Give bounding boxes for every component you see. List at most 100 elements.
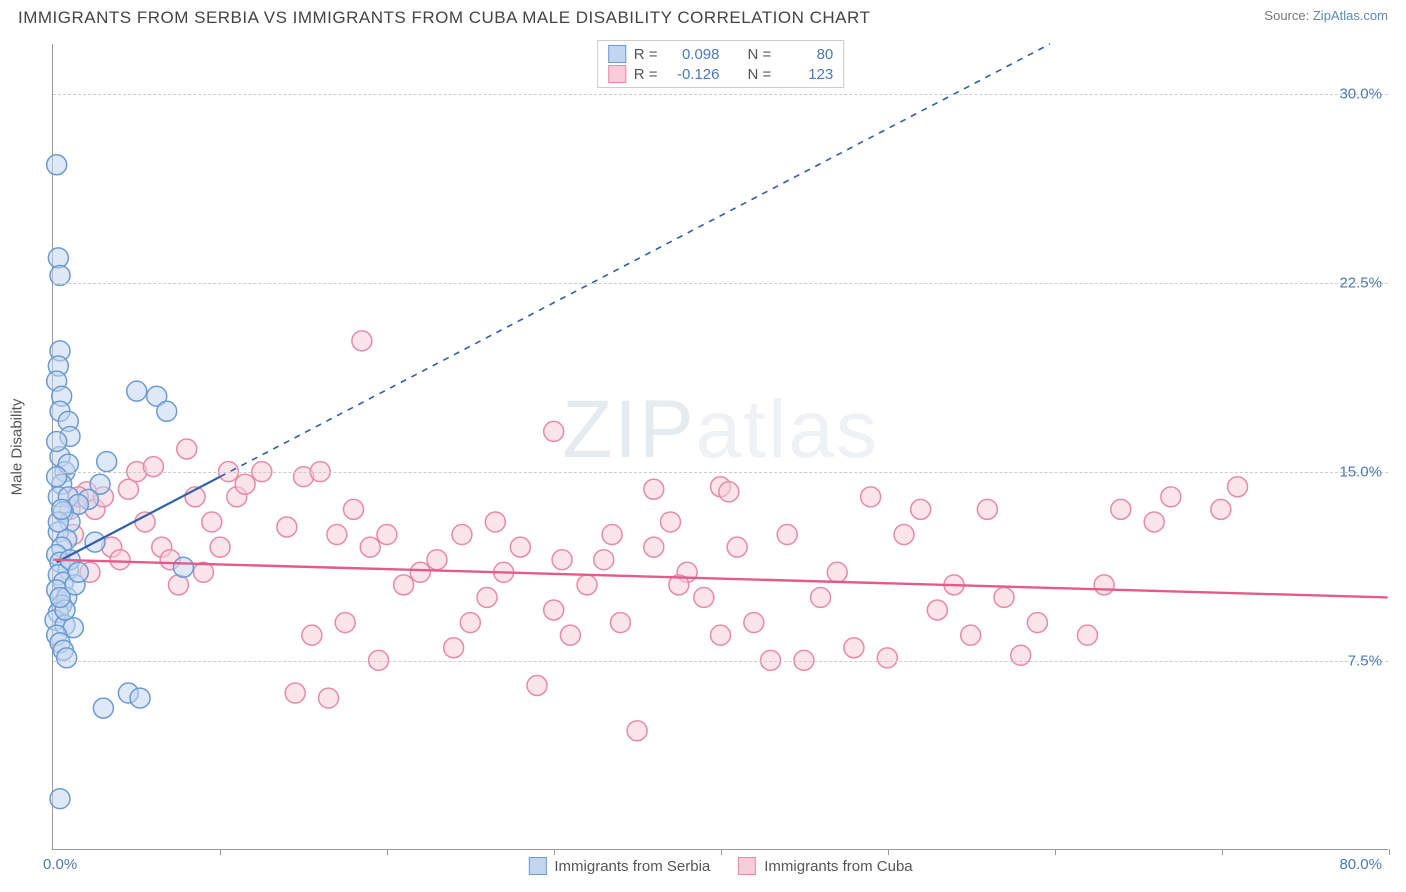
source-label: Source: bbox=[1264, 8, 1309, 23]
scatter-point-cuba bbox=[844, 638, 864, 658]
gridline bbox=[53, 661, 1388, 662]
scatter-point-cuba bbox=[477, 587, 497, 607]
legend-label-cuba: Immigrants from Cuba bbox=[764, 858, 912, 875]
scatter-point-cuba bbox=[1144, 512, 1164, 532]
stats-row-cuba: R = -0.126 N = 123 bbox=[608, 64, 834, 84]
x-origin-label: 0.0% bbox=[43, 856, 77, 873]
scatter-point-serbia bbox=[50, 587, 70, 607]
source-link[interactable]: ZipAtlas.com bbox=[1313, 8, 1388, 23]
scatter-point-cuba bbox=[460, 613, 480, 633]
swatch-serbia bbox=[528, 857, 546, 875]
legend-item-serbia: Immigrants from Serbia bbox=[528, 857, 710, 875]
scatter-point-cuba bbox=[744, 613, 764, 633]
stats-legend-box: R = 0.098 N = 80 R = -0.126 N = 123 bbox=[597, 40, 845, 88]
scatter-point-serbia bbox=[47, 155, 67, 175]
r-value-serbia: 0.098 bbox=[666, 46, 720, 63]
scatter-point-cuba bbox=[877, 648, 897, 668]
scatter-point-cuba bbox=[577, 575, 597, 595]
swatch-cuba bbox=[738, 857, 756, 875]
scatter-point-serbia bbox=[48, 248, 68, 268]
scatter-point-cuba bbox=[777, 525, 797, 545]
chart-title: IMMIGRANTS FROM SERBIA VS IMMIGRANTS FRO… bbox=[18, 8, 870, 28]
scatter-point-cuba bbox=[235, 474, 255, 494]
scatter-point-cuba bbox=[377, 525, 397, 545]
scatter-point-cuba bbox=[344, 499, 364, 519]
scatter-point-cuba bbox=[552, 550, 572, 570]
scatter-point-cuba bbox=[1077, 625, 1097, 645]
x-max-label: 80.0% bbox=[1339, 856, 1382, 873]
scatter-point-serbia bbox=[50, 789, 70, 809]
scatter-point-cuba bbox=[1011, 645, 1031, 665]
gridline bbox=[53, 283, 1388, 284]
scatter-point-cuba bbox=[444, 638, 464, 658]
legend-label-serbia: Immigrants from Serbia bbox=[554, 858, 710, 875]
scatter-point-cuba bbox=[811, 587, 831, 607]
header: IMMIGRANTS FROM SERBIA VS IMMIGRANTS FRO… bbox=[0, 0, 1406, 32]
x-tick bbox=[1222, 849, 1223, 855]
scatter-point-cuba bbox=[285, 683, 305, 703]
scatter-point-cuba bbox=[452, 525, 472, 545]
scatter-point-cuba bbox=[1111, 499, 1131, 519]
scatter-point-cuba bbox=[694, 587, 714, 607]
r-value-cuba: -0.126 bbox=[666, 66, 720, 83]
scatter-point-cuba bbox=[360, 537, 380, 557]
scatter-point-cuba bbox=[177, 439, 197, 459]
scatter-point-cuba bbox=[1228, 477, 1248, 497]
scatter-point-cuba bbox=[327, 525, 347, 545]
scatter-point-serbia bbox=[130, 688, 150, 708]
plot-area: ZIPatlas Male Disability R = 0.098 N = 8… bbox=[52, 44, 1388, 850]
scatter-point-cuba bbox=[277, 517, 297, 537]
legend-item-cuba: Immigrants from Cuba bbox=[738, 857, 912, 875]
scatter-point-serbia bbox=[93, 698, 113, 718]
gridline bbox=[53, 472, 1388, 473]
trendline-cuba bbox=[53, 560, 1387, 598]
x-tick bbox=[721, 849, 722, 855]
scatter-point-cuba bbox=[602, 525, 622, 545]
scatter-point-cuba bbox=[210, 537, 230, 557]
scatter-point-cuba bbox=[410, 562, 430, 582]
scatter-point-cuba bbox=[961, 625, 981, 645]
scatter-point-serbia bbox=[68, 562, 88, 582]
scatter-point-serbia bbox=[127, 381, 147, 401]
y-axis-label: Male Disability bbox=[9, 398, 26, 495]
scatter-point-cuba bbox=[861, 487, 881, 507]
x-tick bbox=[554, 849, 555, 855]
x-tick bbox=[387, 849, 388, 855]
x-tick bbox=[220, 849, 221, 855]
scatter-svg bbox=[53, 44, 1388, 849]
scatter-point-cuba bbox=[544, 600, 564, 620]
series-legend: Immigrants from Serbia Immigrants from C… bbox=[528, 857, 912, 875]
scatter-point-cuba bbox=[544, 421, 564, 441]
scatter-point-cuba bbox=[510, 537, 530, 557]
x-tick bbox=[1389, 849, 1390, 855]
scatter-point-cuba bbox=[527, 675, 547, 695]
scatter-point-serbia bbox=[97, 452, 117, 472]
scatter-point-cuba bbox=[352, 331, 372, 351]
scatter-point-cuba bbox=[168, 575, 188, 595]
chart-container: ZIPatlas Male Disability R = 0.098 N = 8… bbox=[52, 44, 1388, 850]
trendline-serbia-dashed bbox=[220, 44, 1050, 477]
scatter-point-cuba bbox=[335, 613, 355, 633]
scatter-point-cuba bbox=[627, 721, 647, 741]
scatter-point-cuba bbox=[427, 550, 447, 570]
scatter-point-serbia bbox=[52, 499, 72, 519]
r-label: R = bbox=[634, 66, 658, 83]
x-tick bbox=[1055, 849, 1056, 855]
scatter-point-cuba bbox=[143, 457, 163, 477]
scatter-point-cuba bbox=[727, 537, 747, 557]
scatter-point-cuba bbox=[894, 525, 914, 545]
scatter-point-cuba bbox=[610, 613, 630, 633]
scatter-point-cuba bbox=[110, 550, 130, 570]
scatter-point-cuba bbox=[1211, 499, 1231, 519]
scatter-point-cuba bbox=[927, 600, 947, 620]
scatter-point-cuba bbox=[118, 479, 138, 499]
y-tick-label: 30.0% bbox=[1339, 86, 1382, 103]
scatter-point-serbia bbox=[57, 648, 77, 668]
scatter-point-cuba bbox=[911, 499, 931, 519]
scatter-point-serbia bbox=[47, 431, 67, 451]
scatter-point-serbia bbox=[47, 467, 67, 487]
x-tick bbox=[888, 849, 889, 855]
swatch-cuba bbox=[608, 65, 626, 83]
source-attribution: Source: ZipAtlas.com bbox=[1264, 8, 1388, 23]
scatter-point-cuba bbox=[644, 479, 664, 499]
